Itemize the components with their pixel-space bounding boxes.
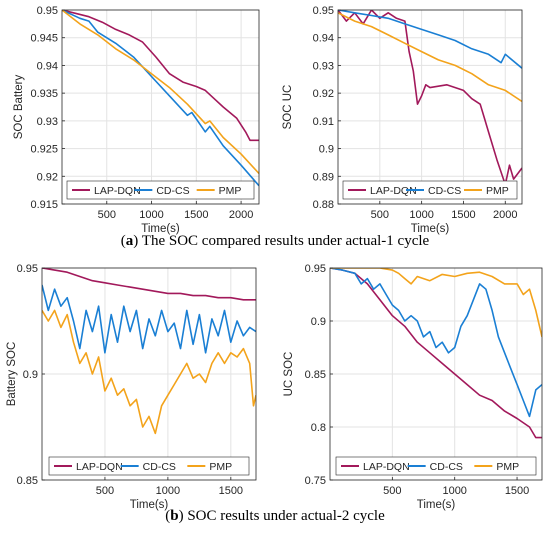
chart-actual1-battery: 500 1000 1500 2000 0.915 0.92 0.925 0.93 0.935 0.…	[13, 5, 260, 235]
series-line-lap-dqn	[62, 10, 259, 142]
y-tick-label: 0.88	[313, 199, 334, 211]
y-tick-label: 0.85	[17, 475, 38, 487]
plot-area	[338, 10, 522, 204]
plot-frame	[61, 9, 260, 205]
y-tick-label: 0.85	[305, 369, 326, 381]
y-tick-label: 0.915	[30, 199, 58, 211]
y-axis-label: SOC Battery	[13, 74, 25, 139]
y-tick-label: 0.93	[37, 116, 58, 128]
x-axis-label: Time(s)	[130, 499, 169, 511]
legend-box	[342, 180, 518, 200]
y-tick-label: 0.95	[313, 5, 334, 17]
x-tick-label: 1000	[139, 209, 163, 221]
legend-label-cd-cs: CD-CS	[428, 185, 461, 197]
series-line-cd-cs	[338, 10, 522, 69]
x-tick-label: 500	[96, 485, 114, 497]
y-tick-label: 0.75	[305, 475, 326, 487]
caption-b: (b) SOC results under actual-2 cycle	[165, 508, 385, 524]
caption-a-text: The SOC compared results under actual-1 …	[141, 233, 430, 249]
y-axis-label: UC SOC	[283, 352, 295, 397]
legend-label-cd-cs: CD-CS	[143, 461, 176, 473]
legend-label-pmp: PMP	[209, 461, 232, 473]
caption-a-label: a	[125, 233, 134, 249]
x-tick-label: 500	[98, 209, 116, 221]
series-line-pmp	[42, 309, 256, 435]
x-tick-label: 1000	[156, 485, 180, 497]
x-tick-label: 1000	[442, 485, 466, 497]
y-tick-label: 0.935	[30, 88, 58, 100]
series-line-lap-dqn	[42, 268, 256, 301]
legend: LAP-DQN CD-CS PMP	[66, 180, 255, 200]
x-tick-label: 2000	[229, 209, 253, 221]
x-tick-label: 1500	[505, 485, 529, 497]
y-tick-label: 0.89	[313, 171, 334, 183]
y-tick-label: 0.945	[30, 33, 58, 45]
chart-actual2-uc: 500 1000 1500 0.75 0.8 0.85 0.9 0.95 Time(s) UC S…	[283, 263, 543, 511]
series-line-lap-dqn	[338, 10, 522, 186]
y-tick-label: 0.91	[313, 116, 334, 128]
plot-area	[62, 10, 259, 204]
series-line-lap-dqn	[330, 268, 542, 439]
legend-label-pmp: PMP	[219, 185, 242, 197]
legend: LAP-DQN CD-CS PMP	[342, 180, 518, 200]
series-line-cd-cs	[42, 284, 256, 354]
legend: LAP-DQN CD-CS PMP	[335, 456, 537, 476]
legend-box	[66, 180, 255, 200]
y-tick-label: 0.95	[305, 263, 326, 275]
x-axis-label: Time(s)	[417, 499, 456, 511]
y-tick-label: 0.94	[313, 33, 334, 45]
legend-label-pmp: PMP	[486, 185, 509, 197]
x-tick-label: 1500	[184, 209, 208, 221]
legend-label-cd-cs: CD-CS	[156, 185, 189, 197]
y-tick-label: 0.93	[313, 60, 334, 72]
series-line-cd-cs	[330, 268, 542, 418]
legend-label-lap-dqn: LAP-DQN	[94, 185, 141, 197]
x-axis-label: Time(s)	[411, 223, 450, 235]
legend-box	[335, 456, 537, 476]
y-tick-label: 0.9	[311, 316, 326, 328]
x-tick-label: 1500	[219, 485, 243, 497]
legend-box	[48, 456, 250, 476]
x-tick-label: 500	[383, 485, 401, 497]
y-tick-label: 0.92	[313, 88, 334, 100]
y-tick-label: 0.95	[17, 263, 38, 275]
caption-b-label: b	[170, 508, 179, 524]
legend: LAP-DQN CD-CS PMP	[48, 456, 250, 476]
y-tick-label: 0.94	[37, 60, 58, 72]
y-tick-label: 0.9	[319, 144, 334, 156]
series-line-pmp	[338, 12, 522, 103]
series-line-pmp	[62, 10, 259, 175]
x-tick-label: 2000	[493, 209, 517, 221]
chart-actual2-battery: 500 1000 1500 0.85 0.9 0.95 Time(s) Battery SOC…	[6, 263, 257, 511]
legend-label-cd-cs: CD-CS	[430, 461, 463, 473]
y-axis-label: SOC UC	[282, 85, 294, 130]
y-tick-label: 0.95	[37, 5, 58, 17]
plot-frame	[337, 9, 523, 205]
x-tick-label: 1000	[409, 209, 433, 221]
y-tick-label: 0.9	[23, 369, 38, 381]
y-tick-label: 0.92	[37, 171, 58, 183]
chart-actual1-uc: 500 1000 1500 2000 0.88 0.89 0.9 0.91 0.92 0.93 0.…	[282, 5, 523, 235]
legend-label-lap-dqn: LAP-DQN	[370, 185, 417, 197]
caption-b-text: SOC results under actual-2 cycle	[187, 508, 385, 524]
legend-label-lap-dqn: LAP-DQN	[76, 461, 123, 473]
y-tick-label: 0.8	[311, 422, 326, 434]
series-line-cd-cs	[62, 10, 259, 187]
y-tick-label: 0.925	[30, 144, 58, 156]
series-line-pmp	[330, 268, 542, 338]
x-axis-label: Time(s)	[141, 223, 180, 235]
caption-a: (a) The SOC compared results under actua…	[120, 233, 430, 249]
legend-label-pmp: PMP	[496, 461, 519, 473]
x-tick-label: 500	[371, 209, 389, 221]
legend-label-lap-dqn: LAP-DQN	[363, 461, 410, 473]
x-tick-label: 1500	[451, 209, 475, 221]
y-axis-label: Battery SOC	[6, 342, 18, 407]
